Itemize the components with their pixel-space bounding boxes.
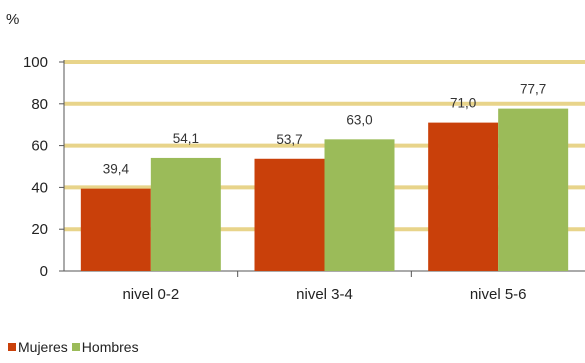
- data-label-hombres-0: 54,1: [173, 131, 199, 146]
- legend-label-mujeres: Mujeres: [18, 339, 68, 355]
- bar-hombres-0: [150, 157, 221, 271]
- data-labels: 39,4 54,1 53,7 63,0 71,0 77,7: [103, 82, 547, 177]
- bar-mujeres-2: [428, 122, 499, 271]
- data-label-mujeres-0: 39,4: [103, 162, 130, 177]
- y-tick-label-80: 80: [31, 96, 48, 113]
- bar-hombres-2: [498, 108, 569, 272]
- legend-swatch-mujeres: [8, 343, 16, 351]
- bar-mujeres-0: [80, 188, 151, 271]
- legend: Mujeres Hombres: [8, 339, 143, 355]
- data-label-hombres-2: 77,7: [520, 82, 546, 97]
- bar-hombres-1: [324, 139, 395, 271]
- data-label-mujeres-1: 53,7: [276, 132, 302, 147]
- data-label-hombres-1: 63,0: [346, 112, 372, 127]
- y-tick-label-100: 100: [23, 54, 48, 71]
- y-tick-label-0: 0: [40, 263, 48, 280]
- legend-swatch-hombres: [71, 343, 80, 351]
- x-category-label-0: nivel 0-2: [122, 286, 179, 303]
- x-category-label-2: nivel 5-6: [470, 286, 527, 303]
- legend-label-hombres: Hombres: [81, 339, 139, 355]
- y-tick-label-20: 20: [31, 221, 48, 238]
- y-tick-label-40: 40: [31, 179, 48, 196]
- legend-item-hombres: Hombres: [71, 339, 139, 355]
- y-unit-label: %: [6, 11, 19, 28]
- y-tick-label-60: 60: [31, 138, 48, 155]
- bars: [80, 108, 569, 272]
- legend-item-mujeres: Mujeres: [8, 339, 68, 355]
- data-label-mujeres-2: 71,0: [450, 96, 476, 111]
- bar-mujeres-1: [254, 158, 325, 271]
- x-category-label-1: nivel 3-4: [296, 286, 353, 303]
